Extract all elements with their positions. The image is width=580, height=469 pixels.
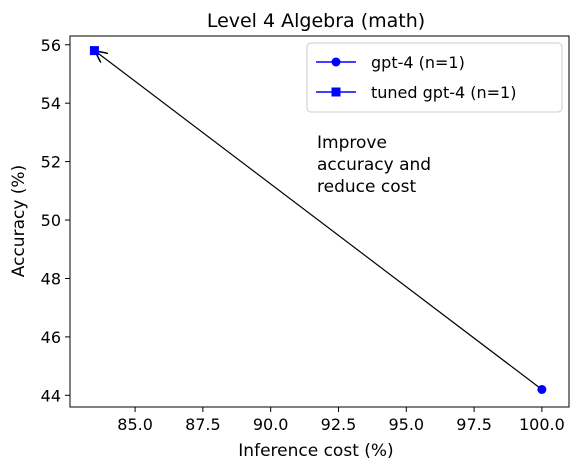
legend-marker-tuned-gpt4 bbox=[331, 87, 341, 97]
x-tick-label: 87.5 bbox=[185, 415, 221, 434]
y-tick-label: 52 bbox=[41, 153, 61, 172]
x-tick-label: 92.5 bbox=[321, 415, 357, 434]
y-axis-label: Accuracy (%) bbox=[9, 165, 29, 277]
y-tick-label: 50 bbox=[41, 211, 61, 230]
x-tick-label: 100.0 bbox=[519, 415, 565, 434]
plot-frame bbox=[69, 35, 570, 408]
point-series-0 bbox=[537, 384, 547, 394]
legend-box bbox=[306, 42, 563, 113]
annotation-arrow bbox=[96, 52, 543, 390]
x-axis-label: Inference cost (%) bbox=[238, 441, 393, 461]
point-series-1 bbox=[89, 46, 99, 56]
y-tick-label: 46 bbox=[41, 328, 61, 347]
legend-marker-gpt4 bbox=[331, 57, 341, 67]
legend-label-gpt4: gpt-4 (n=1) bbox=[371, 53, 465, 72]
y-tick-label: 48 bbox=[41, 269, 61, 288]
legend: gpt-4 (n=1) tuned gpt-4 (n=1) bbox=[306, 42, 563, 113]
annotation-line-2: accuracy and bbox=[317, 155, 431, 175]
annotation-text: Improve accuracy and reduce cost bbox=[317, 133, 431, 197]
x-axis-ticks: 85.0 87.5 90.0 92.5 95.0 97.5 100.0 bbox=[117, 407, 565, 434]
x-tick-label: 97.5 bbox=[456, 415, 492, 434]
legend-label-tuned-gpt4: tuned gpt-4 (n=1) bbox=[371, 83, 516, 102]
x-tick-label: 95.0 bbox=[388, 415, 424, 434]
y-axis-ticks: 44 46 48 50 52 54 56 bbox=[41, 36, 70, 405]
chart-title: Level 4 Algebra (math) bbox=[207, 10, 425, 32]
annotation-line-1: Improve bbox=[317, 133, 387, 153]
data-points bbox=[89, 46, 547, 394]
y-tick-label: 54 bbox=[41, 94, 61, 113]
y-tick-label: 56 bbox=[41, 36, 61, 55]
x-tick-label: 90.0 bbox=[253, 415, 289, 434]
annotation-line-3: reduce cost bbox=[317, 177, 416, 197]
y-tick-label: 44 bbox=[41, 386, 61, 405]
x-tick-label: 85.0 bbox=[117, 415, 153, 434]
